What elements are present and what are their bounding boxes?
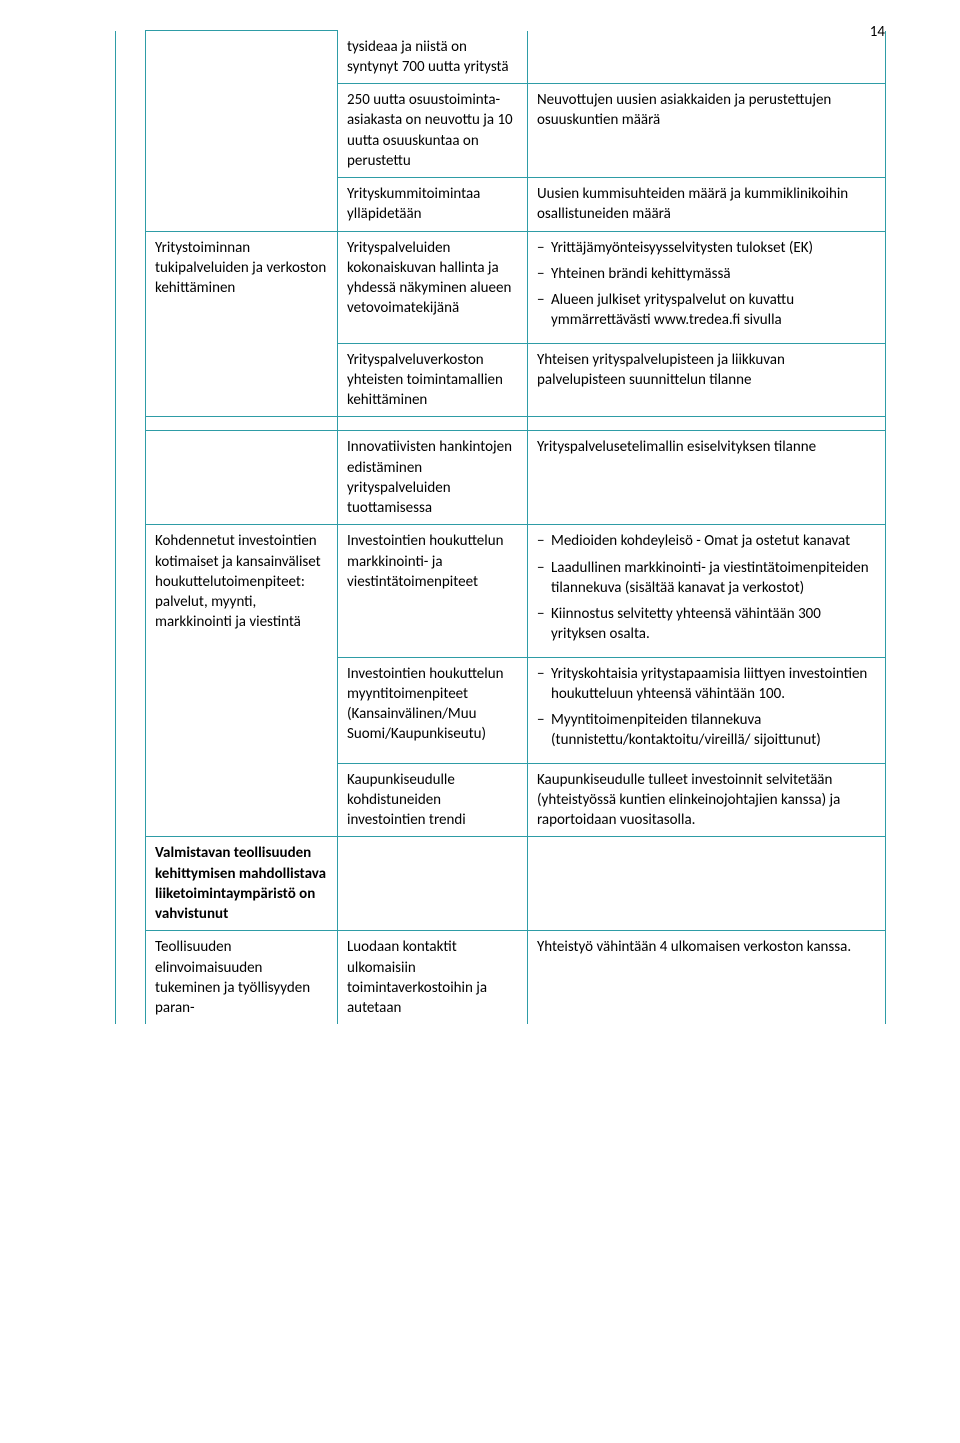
cell: Yrityskummitoimintaa ylläpidetään <box>338 178 528 232</box>
content-table: tysideaa ja niistä on syntynyt 700 uutta… <box>115 30 886 1024</box>
cell: 250 uutta osuustoiminta-asiakasta on neu… <box>338 84 528 178</box>
cell: Yrityskohtaisia yritystapaamisia liittye… <box>528 657 886 763</box>
cell <box>528 31 886 84</box>
list-item: Laadullinen markkinointi- ja viestintäto… <box>537 558 876 599</box>
cell-heading: Valmistavan teollisuuden kehittymisen ma… <box>146 837 338 931</box>
stub-cell <box>116 31 146 1025</box>
table-row: Valmistavan teollisuuden kehittymisen ma… <box>116 837 886 931</box>
list-item: Yhteinen brändi kehittymässä <box>537 264 876 284</box>
cell: Yrittäjämyönteisyysselvitysten tulokset … <box>528 231 886 343</box>
list: Medioiden kohdeyleisö - Omat ja ostetut … <box>537 531 876 644</box>
page: 14 tysideaa ja niistä on syntynyt 700 uu… <box>0 0 960 1064</box>
page-number: 14 <box>870 22 885 42</box>
table-row: tysideaa ja niistä on syntynyt 700 uutta… <box>116 31 886 84</box>
table-row: Teollisuuden elinvoimaisuuden tukeminen … <box>116 931 886 1025</box>
list-item: Kiinnostus selvitetty yhteensä vähintään… <box>537 604 876 645</box>
table-row: Kohdennetut investointien kotimaiset ja … <box>116 525 886 657</box>
cell: Yhteistyö vähintään 4 ulkomaisen verkost… <box>528 931 886 1025</box>
cell <box>146 31 338 232</box>
cell: Investointien houkuttelun myyntitoimenpi… <box>338 657 528 763</box>
cell: tysideaa ja niistä on syntynyt 700 uutta… <box>338 31 528 84</box>
cell: Yrityspalveluiden kokonaiskuvan hallinta… <box>338 231 528 343</box>
cell: Yrityspalvelusetelimallin esiselvityksen… <box>528 431 886 525</box>
cell: Investointien houkuttelun markkinointi- … <box>338 525 528 657</box>
cell: Medioiden kohdeyleisö - Omat ja ostetut … <box>528 525 886 657</box>
table-row: Innovatiivisten hankintojen edistäminen … <box>116 431 886 525</box>
cell: Yrityspalveluverkoston yhteisten toimint… <box>338 343 528 417</box>
cell <box>146 431 338 525</box>
cell: Kaupunkiseudulle kohdistuneiden investoi… <box>338 763 528 837</box>
cell: Uusien kummisuhteiden määrä ja kummiklin… <box>528 178 886 232</box>
list-item: Alueen julkiset yrityspalvelut on kuvatt… <box>537 290 876 331</box>
list: Yrityskohtaisia yritystapaamisia liittye… <box>537 664 876 751</box>
gap-row <box>116 417 886 431</box>
cell: Yhteisen yrityspalvelupisteen ja liikkuv… <box>528 343 886 417</box>
list-item: Medioiden kohdeyleisö - Omat ja ostetut … <box>537 531 876 551</box>
list-item: Myyntitoimenpiteiden tilannekuva (tunnis… <box>537 710 876 751</box>
cell: Luodaan kontaktit ulkomaisiin toimintave… <box>338 931 528 1025</box>
list: Yrittäjämyönteisyysselvitysten tulokset … <box>537 238 876 331</box>
cell: Kaupunkiseudulle tulleet investoinnit se… <box>528 763 886 837</box>
cell: Yritystoiminnan tukipalveluiden ja verko… <box>146 231 338 417</box>
cell: Neuvottujen uusien asiakkaiden ja perust… <box>528 84 886 178</box>
cell: Innovatiivisten hankintojen edistäminen … <box>338 431 528 525</box>
table-row: Yritystoiminnan tukipalveluiden ja verko… <box>116 231 886 343</box>
cell: Kohdennetut investointien kotimaiset ja … <box>146 525 338 837</box>
cell <box>528 837 886 931</box>
cell: Teollisuuden elinvoimaisuuden tukeminen … <box>146 931 338 1025</box>
list-item: Yrittäjämyönteisyysselvitysten tulokset … <box>537 238 876 258</box>
list-item: Yrityskohtaisia yritystapaamisia liittye… <box>537 664 876 705</box>
cell <box>338 837 528 931</box>
